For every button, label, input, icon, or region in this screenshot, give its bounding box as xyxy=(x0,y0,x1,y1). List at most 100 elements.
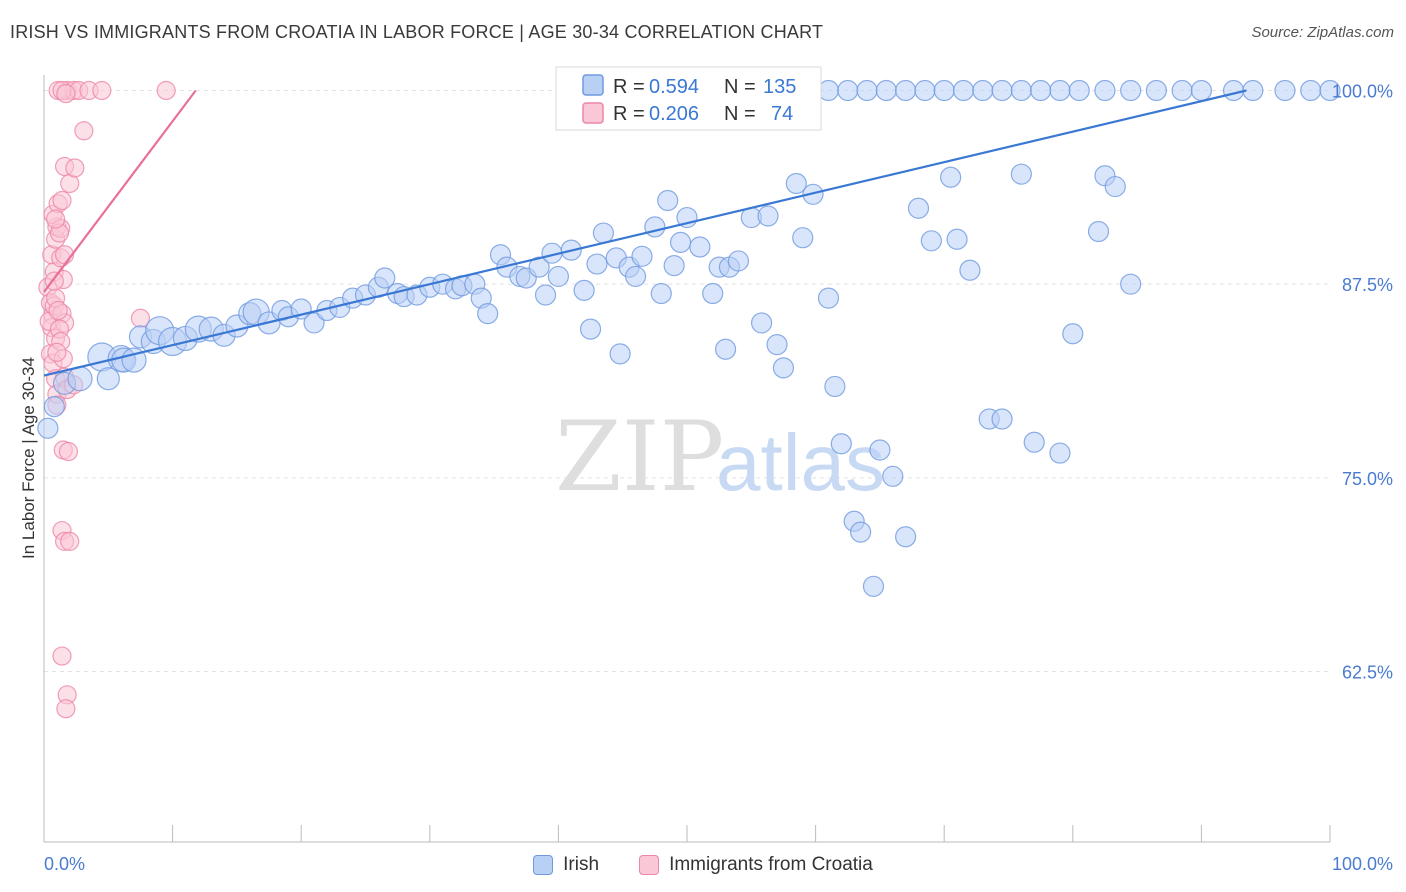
irish-point-76 xyxy=(785,172,807,195)
irish-trendline xyxy=(43,89,1247,377)
legend-r-value-irish: 0.594 xyxy=(649,76,699,98)
irish-point-130 xyxy=(1300,79,1322,102)
irish-point-92 xyxy=(959,259,981,281)
irish-point-73 xyxy=(757,205,779,227)
irish-point-129 xyxy=(1274,79,1296,102)
legend-swatch-croatia xyxy=(582,102,604,124)
watermark: ZIP atlas xyxy=(555,401,885,513)
irish-point-86 xyxy=(882,465,904,487)
irish-point-40 xyxy=(477,303,499,325)
irish-point-99 xyxy=(1087,220,1110,243)
irish-point-0 xyxy=(37,417,59,439)
irish-point-70 xyxy=(727,250,750,272)
irish-point-121 xyxy=(1068,79,1090,102)
irish-point-30 xyxy=(374,267,396,289)
y-tick-label-3: 100.0% xyxy=(1332,81,1393,101)
irish-point-80 xyxy=(824,375,846,398)
legend-n-label-irish: N = xyxy=(724,76,756,98)
irish-point-74 xyxy=(766,334,788,356)
irish-point-79 xyxy=(817,287,840,309)
legend-n-value-irish: 135 xyxy=(763,76,796,98)
irish-points xyxy=(37,79,1341,597)
irish-point-97 xyxy=(1049,442,1071,464)
y-tick-labels: 62.5% 75.0% 87.5% 100.0% xyxy=(1332,81,1393,682)
croatia-point-48 xyxy=(52,646,72,666)
irish-point-8 xyxy=(121,347,147,373)
irish-point-1 xyxy=(43,395,65,418)
irish-point-60 xyxy=(650,282,672,305)
y-tick-label-1: 75.0% xyxy=(1342,469,1393,489)
legend-label-croatia: Immigrants from Croatia xyxy=(669,854,873,875)
croatia-point-17 xyxy=(52,190,72,211)
irish-point-63 xyxy=(669,231,692,253)
legend-swatch-irish xyxy=(582,74,604,96)
irish-point-113 xyxy=(914,79,936,102)
legend-r-value-croatia: 0.206 xyxy=(649,103,699,125)
source-label: Source: ZipAtlas.com xyxy=(1251,24,1394,41)
irish-point-83 xyxy=(850,521,872,543)
legend-item-irish[interactable]: Irish xyxy=(533,854,599,876)
irish-point-96 xyxy=(1023,431,1045,453)
croatia-point-31 xyxy=(156,80,176,101)
legend-item-croatia[interactable]: Immigrants from Croatia xyxy=(639,854,873,876)
irish-point-125 xyxy=(1171,79,1193,102)
irish-point-117 xyxy=(991,79,1013,102)
irish-point-89 xyxy=(920,230,942,252)
legend-label-irish: Irish xyxy=(563,854,600,875)
legend-swatch-irish-bottom xyxy=(533,855,554,875)
irish-point-87 xyxy=(895,526,917,548)
irish-point-53 xyxy=(592,222,615,244)
croatia-point-58 xyxy=(45,209,66,229)
bottom-legend: Irish Immigrants from Croatia xyxy=(0,848,1406,882)
croatia-trendline xyxy=(43,89,197,293)
croatia-point-53 xyxy=(47,342,67,362)
irish-point-126 xyxy=(1190,79,1213,102)
irish-point-68 xyxy=(714,338,737,360)
irish-point-52 xyxy=(586,253,608,275)
irish-point-98 xyxy=(1062,323,1084,345)
x-tick-label-1: 100.0% xyxy=(1332,854,1393,874)
croatia-point-50 xyxy=(56,699,76,719)
irish-point-91 xyxy=(946,228,968,250)
irish-point-84 xyxy=(862,575,885,597)
croatia-point-56 xyxy=(48,300,68,321)
irish-point-48 xyxy=(547,265,570,288)
watermark-zip: ZIP xyxy=(555,401,724,513)
irish-point-101 xyxy=(1104,175,1126,198)
croatia-point-28 xyxy=(56,83,76,104)
legend-n-label-croatia: N = xyxy=(724,103,756,125)
chart-title: IRISH VS IMMIGRANTS FROM CROATIA IN LABO… xyxy=(10,22,824,42)
irish-point-66 xyxy=(702,282,724,305)
legend-r-label-croatia: R = xyxy=(613,103,645,125)
croatia-point-47 xyxy=(60,531,80,551)
irish-point-75 xyxy=(772,357,795,379)
irish-point-77 xyxy=(792,227,814,249)
irish-point-110 xyxy=(856,79,878,102)
irish-point-5 xyxy=(96,367,120,391)
irish-point-3 xyxy=(67,366,93,392)
legend-swatch-croatia-bottom xyxy=(639,855,660,875)
x-tick-labels: 0.0% 100.0% xyxy=(44,854,1393,874)
irish-point-95 xyxy=(1010,163,1032,185)
irish-point-116 xyxy=(972,79,994,102)
irish-point-102 xyxy=(1120,273,1142,295)
irish-point-59 xyxy=(644,216,666,238)
y-tick-label-0: 62.5% xyxy=(1342,663,1393,683)
y-axis-label: In Labor Force | Age 30-34 xyxy=(19,357,38,559)
irish-point-119 xyxy=(1030,79,1052,102)
croatia-point-44 xyxy=(58,441,79,462)
irish-point-112 xyxy=(895,79,917,102)
irish-point-65 xyxy=(689,236,711,258)
irish-point-111 xyxy=(875,79,897,102)
croatia-point-21 xyxy=(65,158,85,178)
irish-point-123 xyxy=(1120,79,1142,102)
croatia-point-22 xyxy=(74,121,94,141)
grid-lines xyxy=(44,89,1330,673)
irish-point-90 xyxy=(940,166,962,188)
legend-n-value-croatia: 74 xyxy=(771,103,793,125)
irish-point-127 xyxy=(1222,79,1245,102)
irish-point-109 xyxy=(837,79,859,102)
irish-point-124 xyxy=(1145,79,1167,102)
irish-point-115 xyxy=(952,79,975,102)
